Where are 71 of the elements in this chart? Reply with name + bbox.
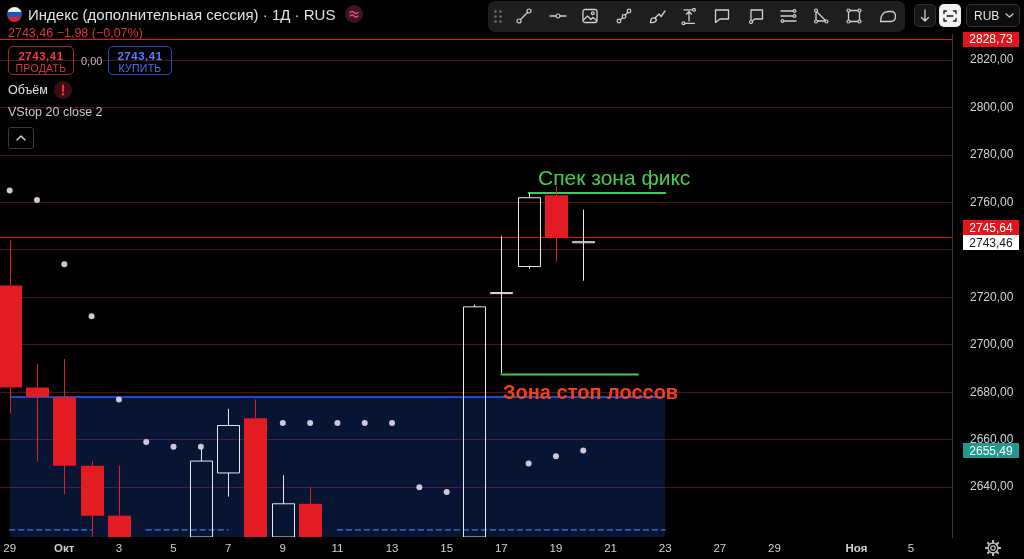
point	[61, 261, 68, 268]
sell-button: 2743,41 ПРОДАТЬ	[8, 46, 74, 75]
y-tick-label: 2720,00	[970, 289, 1014, 304]
annotation: ПРОДАТЬ	[14, 62, 68, 74]
chart-title: Индекс (дополнительная сессия) · 1Д · RUS	[28, 5, 336, 23]
annotation: Спек зона фикс	[538, 166, 691, 189]
y-tick-label: 2800,00	[970, 99, 1014, 114]
candlestick	[0, 239, 22, 415]
buy-button: 2743,41 КУПИТЬ	[108, 46, 172, 75]
chart-subtitle: 2743,46 −1,98 (−0,07%)	[8, 26, 143, 40]
ref-line-label: 2828,73	[969, 31, 1014, 46]
point	[443, 488, 450, 495]
x-tick-label: 17	[494, 542, 508, 555]
y-tick-label: 2700,00	[970, 337, 1014, 352]
x-tick-label: 11	[331, 542, 344, 555]
point	[197, 443, 204, 450]
point	[552, 453, 559, 460]
x-tick-label: 3	[115, 542, 123, 555]
candlestick	[217, 408, 240, 498]
candlestick	[81, 460, 104, 537]
currency-dropdown: RUB	[966, 4, 1020, 27]
y-tick-label: 2760,00	[970, 194, 1014, 209]
x-tick-label: 19	[549, 542, 563, 555]
candlestick	[299, 486, 322, 537]
text: 2743,46	[969, 235, 1014, 250]
x-tick-label: 7	[224, 542, 232, 555]
point	[416, 484, 423, 491]
x-tick-label: 13	[385, 542, 399, 555]
annotation: 0,00	[81, 55, 103, 67]
x-tick-label: 9	[279, 542, 286, 555]
annotation: КУПИТЬ	[117, 62, 163, 74]
annotation: Объём	[8, 83, 48, 97]
y-tick-label: 2640,00	[970, 479, 1014, 494]
point	[580, 447, 587, 454]
point	[279, 420, 286, 427]
y-tick-label: 2780,00	[970, 147, 1014, 162]
point	[170, 443, 177, 450]
point	[33, 197, 40, 204]
point	[307, 420, 314, 427]
ref-line-label: 2745,64	[969, 220, 1014, 235]
x-tick-label: 27	[713, 542, 727, 555]
x-tick-label: 29	[3, 542, 17, 555]
annotation: 2743,41	[116, 50, 164, 63]
point	[389, 420, 396, 427]
candlestick	[244, 398, 267, 537]
point	[334, 420, 341, 427]
candlestick	[572, 209, 595, 282]
x-tick-label: Окт	[54, 542, 75, 555]
x-tick-label: 29	[768, 542, 781, 555]
candlestick	[26, 363, 49, 462]
point	[143, 439, 150, 446]
y-tick-label: 2680,00	[970, 384, 1014, 399]
candlestick	[108, 465, 131, 537]
point	[88, 313, 95, 320]
point	[361, 420, 368, 427]
candlestick	[463, 303, 486, 537]
point	[525, 460, 532, 467]
x-tick-label: Ноя	[845, 542, 868, 555]
y-tick-label: 2820,00	[970, 52, 1014, 67]
candlestick	[490, 235, 513, 374]
candlestick	[272, 474, 295, 537]
x-tick-label: 5	[907, 542, 915, 555]
text: VStop 20 close 2	[8, 105, 103, 119]
x-tick-label: 5	[170, 542, 177, 555]
x-tick-label: 21	[604, 542, 617, 555]
candlestick	[53, 358, 76, 495]
x-tick-label: 23	[658, 542, 672, 555]
point	[6, 187, 13, 194]
point	[115, 396, 122, 403]
x-tick-label: 15	[440, 542, 454, 555]
annotation: 2743,41	[17, 50, 65, 63]
